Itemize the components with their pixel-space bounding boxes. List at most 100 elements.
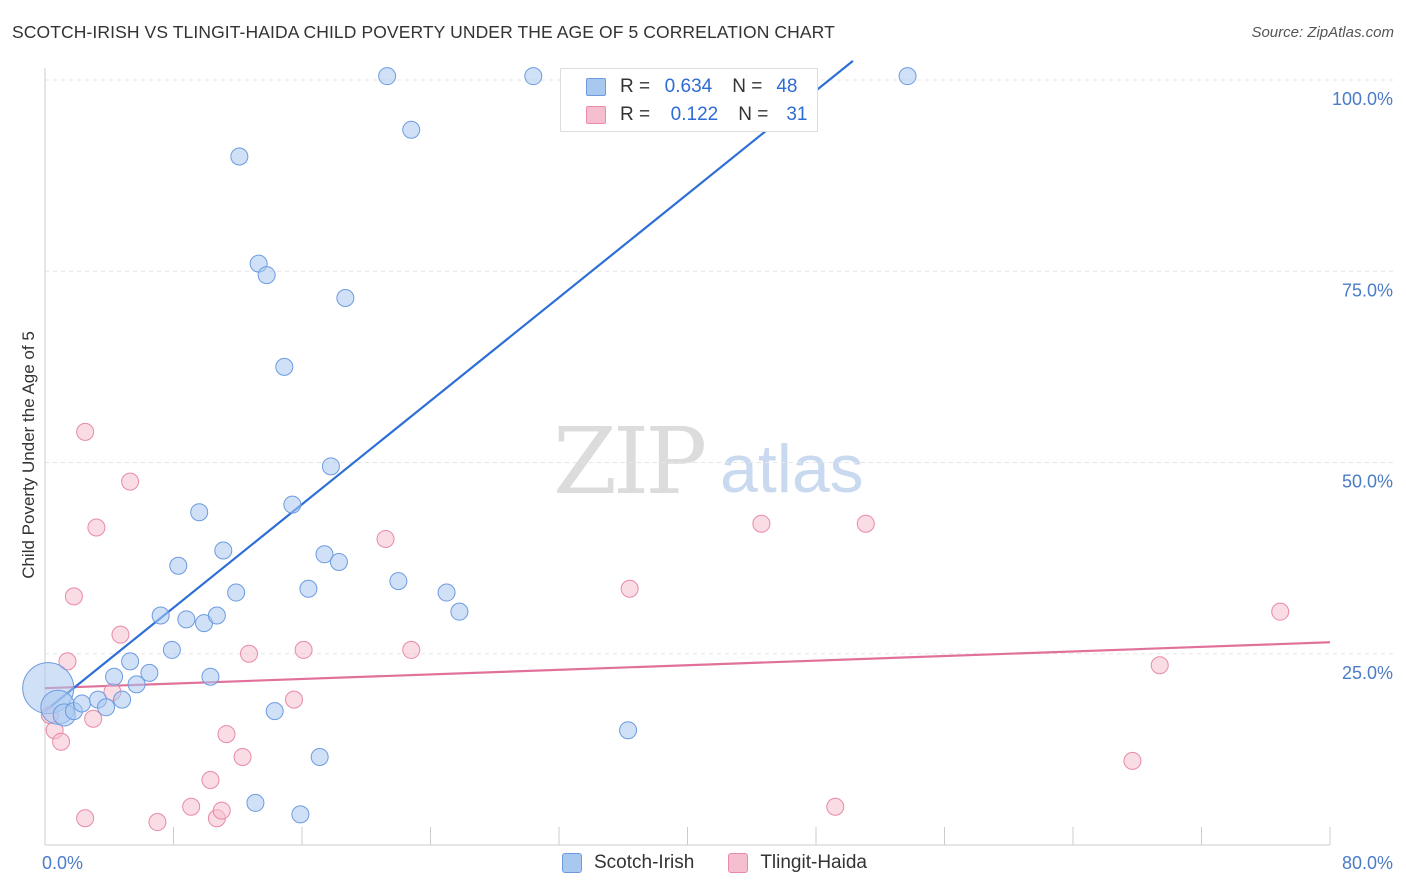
scotch-irish-point	[524, 67, 543, 86]
scotch-irish-point	[291, 805, 310, 824]
scotch-irish-point	[315, 545, 334, 564]
n-value: 48	[776, 76, 798, 97]
legend-row-scotch-irish: R = 0.634 N = 48	[586, 75, 797, 99]
scotch-irish-point	[190, 503, 209, 522]
tlingit-haida-point	[76, 422, 95, 441]
scotch-irish-point	[437, 583, 456, 602]
watermark-zip: ZIP	[553, 408, 707, 515]
x-tick-label: 0.0%	[42, 853, 83, 873]
scotch-irish-trendline	[44, 60, 854, 712]
tlingit-haida-point	[376, 530, 395, 548]
tlingit-haida-point	[182, 797, 201, 816]
y-tick-label: 100.0%	[1332, 89, 1393, 109]
tlingit-haida-point	[212, 801, 231, 820]
tlingit-haida-point	[64, 587, 83, 606]
tlingit-haida-point	[826, 797, 845, 816]
scotch-irish-point	[207, 606, 226, 625]
scotch-irish-point	[283, 495, 302, 514]
scotch-irish-point	[72, 694, 91, 713]
scotch-irish-point	[140, 663, 159, 682]
gridlines	[45, 79, 1395, 655]
scotch-irish-swatch	[562, 853, 582, 873]
tlingit-haida-point	[217, 725, 236, 744]
scotch-irish-point	[275, 357, 294, 376]
n-label: N =	[732, 76, 763, 97]
blue-swatch	[586, 78, 606, 96]
scotch-irish-label: Scotch-Irish	[594, 852, 695, 873]
scotch-irish-point	[310, 748, 329, 767]
scotch-irish-point	[450, 602, 469, 621]
tlingit-haida-point	[58, 652, 77, 671]
r-label: R =	[620, 76, 651, 97]
watermark-atlas: atlas	[720, 431, 864, 507]
tlingit-haida-point	[1123, 751, 1142, 770]
scotch-irish-point	[378, 67, 397, 86]
series-legend: Scotch-Irish Tlingit-Haida	[562, 852, 867, 874]
tlingit-haida-point	[52, 732, 71, 751]
scotch-irish-point	[162, 640, 181, 659]
tlingit-haida-point	[121, 472, 140, 491]
scotch-irish-point	[113, 690, 132, 709]
tlingit-haida-point	[111, 625, 130, 644]
trend-lines	[44, 60, 1331, 712]
y-axis-title: Child Poverty Under the Age of 5	[19, 331, 38, 579]
scotch-irish-point	[402, 120, 421, 139]
scotch-irish-point	[127, 675, 146, 694]
tlingit-haida-point	[1271, 602, 1290, 621]
tlingit-haida-point	[294, 640, 313, 659]
scotch-irish-point	[389, 572, 408, 591]
scotch-irish-point	[177, 610, 196, 629]
pink-swatch	[586, 106, 606, 124]
r-label: R =	[620, 104, 651, 125]
tlingit-haida-point	[402, 640, 421, 659]
tlingit-haida-point	[233, 748, 252, 767]
scotch-irish-point	[336, 289, 355, 308]
tlingit-haida-swatch	[728, 853, 749, 873]
n-label: N =	[738, 104, 769, 125]
tlingit-haida-points	[40, 422, 1290, 832]
tlingit-haida-point	[84, 709, 103, 728]
scotch-irish-point	[214, 541, 233, 560]
y-tick-label: 50.0%	[1342, 472, 1393, 492]
tlingit-haida-point	[201, 770, 220, 789]
tlingit-haida-point	[239, 644, 258, 663]
tlingit-haida-point	[1150, 656, 1169, 675]
scotch-irish-point	[265, 702, 284, 721]
scotch-irish-point	[105, 667, 124, 686]
source-credit: Source: ZipAtlas.com	[1251, 24, 1394, 41]
scotch-irish-point	[227, 583, 246, 602]
scotch-irish-point	[169, 556, 188, 575]
scotch-irish-point	[898, 67, 917, 86]
tlingit-haida-point	[856, 514, 875, 533]
scotch-irish-point	[246, 793, 265, 812]
tlingit-haida-point	[76, 809, 95, 828]
y-tick-label: 25.0%	[1342, 663, 1393, 683]
tlingit-haida-point	[87, 518, 106, 537]
scotch-irish-point	[230, 147, 249, 166]
axes	[44, 68, 1331, 846]
scotch-irish-point	[257, 266, 276, 285]
scotch-irish-point	[619, 721, 638, 740]
scotch-irish-point	[329, 552, 348, 571]
scotch-irish-points	[22, 67, 917, 824]
n-value: 31	[786, 104, 808, 125]
legend-row-tlingit-haida: R = 0.122 N = 31	[586, 103, 807, 127]
r-value: 0.122	[670, 104, 719, 125]
scotch-irish-point	[321, 457, 340, 476]
tlingit-haida-point	[148, 813, 167, 832]
scotch-irish-point	[97, 698, 116, 717]
r-value: 0.634	[664, 76, 713, 97]
tlingit-haida-point	[284, 690, 303, 709]
tick-labels: 25.0% 50.0% 75.0% 100.0% 0.0% 80.0%	[42, 89, 1393, 873]
scotch-irish-point	[201, 667, 220, 686]
tlingit-haida-point	[620, 579, 639, 598]
tlingit-haida-label: Tlingit-Haida	[760, 852, 867, 873]
scotch-irish-point	[121, 652, 140, 671]
tlingit-haida-trendline	[44, 641, 1331, 690]
scotch-irish-point	[151, 606, 170, 625]
y-tick-label: 75.0%	[1342, 280, 1393, 300]
stats-legend: R = 0.634 N = 48 R = 0.122 N = 31	[560, 68, 818, 132]
scotch-irish-point	[299, 579, 318, 598]
x-tick-label: 80.0%	[1342, 853, 1393, 873]
